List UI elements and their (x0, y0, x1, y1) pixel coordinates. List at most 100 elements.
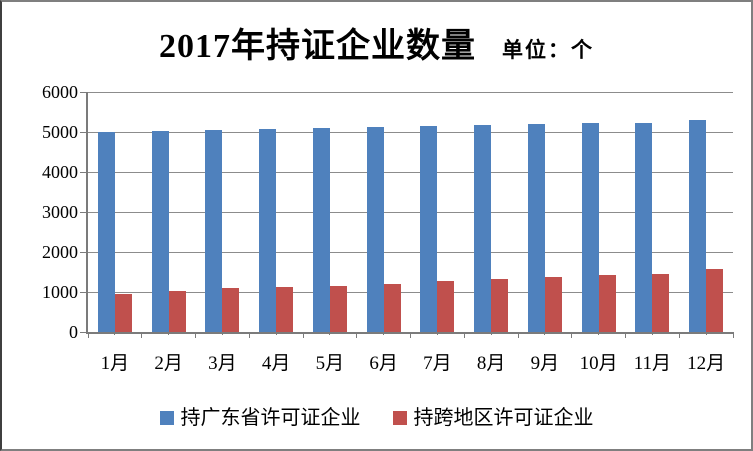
y-axis-line (86, 92, 88, 334)
x-axis-category-label: 10月 (579, 353, 618, 374)
y-axis-tick-1000 (80, 291, 86, 293)
x-axis-major-tick (410, 332, 411, 338)
x-axis-category-label: 7月 (423, 353, 452, 374)
legend-swatch-series2 (392, 411, 407, 425)
legend-item-series1: 持广东省许可证企业 (159, 406, 361, 430)
legend-label-series2: 持跨地区许可证企业 (413, 407, 594, 429)
y-axis-tick-0 (80, 331, 86, 333)
legend-label-series1: 持广东省许可证企业 (180, 407, 361, 429)
bar-series1-12月 (689, 120, 707, 332)
x-axis-category-label: 3月 (208, 353, 237, 374)
x-axis-category-label: 11月 (633, 353, 672, 374)
bar-group-9月 (518, 92, 572, 332)
chart-title: 2017年持证企业数量 (159, 28, 476, 65)
x-axis-category-label: 8月 (476, 353, 506, 374)
bar-group-1月 (88, 92, 142, 332)
y-axis-tick-label: 5000 (42, 122, 78, 142)
bar-series1-11月 (635, 123, 653, 332)
x-axis-category-label: 5月 (315, 353, 345, 374)
bar-group-8月 (464, 92, 518, 332)
y-axis-tick-4000 (80, 171, 86, 173)
bar-group-7月 (411, 92, 465, 332)
y-axis-tick-3000 (80, 211, 86, 213)
x-axis-minor-tick (275, 332, 277, 335)
x-axis-minor-tick (544, 332, 546, 335)
y-axis-tick-label: 6000 (42, 82, 78, 102)
bar-series1-9月 (527, 124, 545, 332)
bar-series2-2月 (168, 291, 186, 332)
bar-group-12月 (679, 92, 733, 332)
x-axis-category-label: 1月 (100, 353, 130, 374)
x-axis-minor-tick (221, 332, 223, 335)
bar-group-6月 (357, 92, 411, 332)
x-axis-major-tick (678, 332, 680, 338)
x-axis-major-tick (141, 332, 143, 338)
y-axis-tick-5000 (80, 131, 86, 133)
y-axis-tick-label: 1000 (42, 282, 78, 302)
bar-series1-8月 (474, 125, 492, 332)
x-axis-major-tick (571, 332, 573, 338)
bar-series2-6月 (383, 284, 401, 332)
bar-series2-10月 (598, 275, 616, 332)
bar-series2-1月 (114, 294, 132, 332)
x-axis-minor-tick (490, 332, 492, 335)
x-axis-major-tick (248, 332, 250, 338)
x-axis-major-tick (356, 332, 358, 338)
x-axis-major-tick (195, 332, 196, 338)
x-axis-major-tick (625, 332, 626, 338)
bar-group-2月 (142, 92, 196, 332)
gridline-1000 (88, 291, 733, 293)
x-axis-category-label: 12月 (687, 353, 726, 374)
x-axis-major-tick (732, 332, 734, 338)
y-axis-tick-label: 2000 (42, 242, 78, 262)
x-axis-major-tick (87, 332, 89, 338)
gridline-5000 (88, 131, 733, 133)
bar-series1-4月 (259, 129, 277, 332)
y-axis-tick-2000 (80, 251, 86, 253)
legend-swatch-series1 (159, 411, 174, 425)
bar-series1-10月 (581, 123, 599, 332)
x-axis-major-tick (302, 332, 304, 338)
x-axis-major-tick (463, 332, 465, 338)
x-axis-category-label: 4月 (261, 353, 291, 374)
x-axis-minor-tick (168, 332, 170, 335)
x-axis-minor-tick (705, 332, 707, 335)
gridline-4000 (88, 171, 733, 173)
chart-header: 2017年持证企业数量 单位：个 (2, 18, 751, 67)
y-axis-tick-6000 (80, 91, 86, 93)
bar-series2-9月 (544, 277, 562, 332)
unit-label: 单位：个 (502, 38, 594, 62)
bar-series1-3月 (205, 130, 223, 332)
gridline-3000 (88, 211, 733, 213)
plot-area (80, 91, 734, 338)
bar-series2-5月 (329, 286, 347, 332)
x-axis-major-tick (517, 332, 519, 338)
bar-series1-1月 (97, 132, 115, 332)
bar-series2-11月 (652, 274, 670, 332)
y-axis-tick-label: 3000 (42, 202, 78, 222)
x-axis-minor-tick (436, 332, 438, 335)
bar-series1-7月 (420, 126, 438, 332)
bar-series1-6月 (366, 127, 384, 332)
bar-series2-4月 (276, 287, 294, 332)
gridline-2000 (88, 251, 733, 253)
bar-group-5月 (303, 92, 357, 332)
bar-series2-12月 (706, 269, 724, 332)
x-axis-minor-tick (383, 332, 385, 335)
bar-series2-3月 (222, 288, 240, 332)
legend: 持广东省许可证企业 持跨地区许可证企业 (2, 406, 751, 430)
x-axis-category-label: 2月 (154, 353, 183, 374)
x-axis-category-label: 9月 (530, 353, 560, 374)
x-axis-minor-tick (598, 332, 600, 335)
legend-item-series2: 持跨地区许可证企业 (392, 406, 594, 430)
bar-group-4月 (249, 92, 303, 332)
bar-group-3月 (196, 92, 250, 332)
bar-series2-8月 (491, 279, 509, 332)
y-axis-tick-label: 4000 (42, 162, 78, 182)
x-axis-category-label: 6月 (369, 353, 398, 374)
bar-series1-2月 (151, 131, 169, 332)
bar-group-11月 (626, 92, 680, 332)
x-axis-minor-tick (651, 332, 653, 335)
x-axis-minor-tick (329, 332, 331, 335)
